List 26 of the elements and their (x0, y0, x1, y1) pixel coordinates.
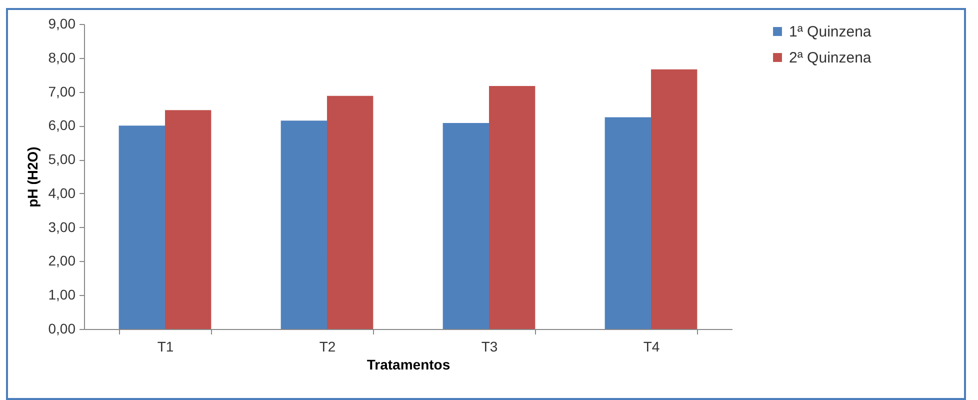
y-tick-label: 0,00 (48, 320, 76, 336)
y-tick-label: 2,00 (48, 252, 76, 269)
bar (327, 96, 374, 329)
y-tick-label: 5,00 (48, 151, 76, 168)
x-tick-label: T3 (481, 338, 498, 354)
x-axis-title: Tratamentos (366, 356, 450, 372)
bar (489, 86, 536, 329)
bar (651, 69, 698, 329)
y-axis-title: pH (H2O) (24, 146, 40, 208)
x-tick-label: T2 (319, 338, 336, 354)
y-tick-label: 9,00 (48, 16, 76, 32)
bar (280, 120, 327, 329)
y-tick-label: 1,00 (48, 286, 76, 303)
bar (165, 110, 212, 329)
y-tick-label: 7,00 (48, 83, 76, 100)
y-tick-label: 8,00 (48, 49, 76, 66)
bar (442, 122, 489, 329)
y-tick-label: 3,00 (48, 218, 76, 235)
bar (604, 117, 651, 329)
x-tick-label: T1 (157, 338, 174, 354)
bar (118, 126, 165, 329)
y-tick-label: 6,00 (48, 117, 76, 134)
legend-label: 1ª Quinzena (789, 24, 872, 40)
y-tick-label: 4,00 (48, 184, 76, 201)
x-tick-label: T4 (643, 338, 660, 354)
legend-label: 2ª Quinzena (789, 50, 872, 66)
